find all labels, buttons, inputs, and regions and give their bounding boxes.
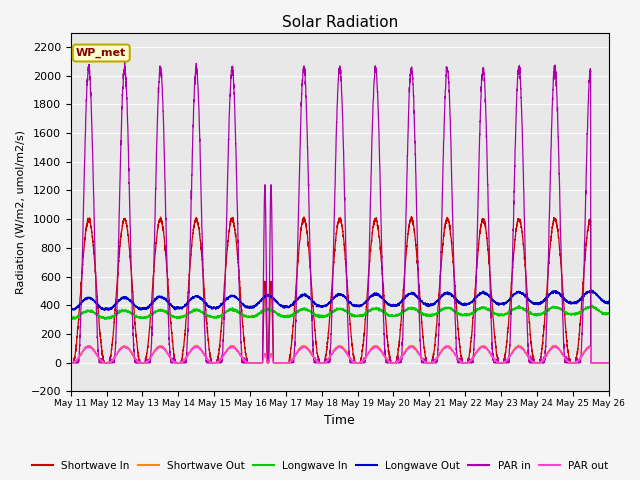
PAR out	[86, 343, 93, 348]
Line: Shortwave In: Shortwave In	[71, 216, 609, 363]
PAR out	[164, 350, 172, 356]
Longwave Out	[67, 306, 75, 312]
Line: Shortwave Out: Shortwave Out	[71, 345, 609, 363]
Longwave In	[164, 309, 172, 315]
Shortwave In	[408, 214, 415, 219]
Longwave Out	[460, 301, 468, 307]
PAR out	[605, 360, 612, 366]
PAR in	[67, 360, 75, 366]
Longwave In	[605, 310, 612, 315]
Shortwave Out	[515, 342, 522, 348]
PAR in	[460, 360, 468, 366]
Shortwave In	[604, 360, 612, 366]
Text: WP_met: WP_met	[76, 48, 127, 58]
PAR out	[460, 360, 468, 366]
Shortwave Out	[605, 360, 612, 366]
PAR out	[431, 359, 438, 364]
Longwave In	[320, 314, 328, 320]
Longwave Out	[164, 299, 172, 304]
PAR out	[491, 357, 499, 362]
PAR in	[431, 360, 438, 366]
Longwave In	[604, 310, 612, 316]
PAR out	[320, 360, 328, 366]
PAR in	[605, 360, 612, 366]
Title: Solar Radiation: Solar Radiation	[282, 15, 398, 30]
Shortwave In	[605, 360, 612, 366]
Shortwave In	[67, 360, 75, 366]
Longwave Out	[604, 301, 612, 307]
Shortwave Out	[67, 360, 75, 366]
Longwave Out	[605, 298, 612, 304]
Longwave Out	[491, 299, 499, 305]
PAR in	[604, 360, 612, 366]
PAR out	[604, 360, 612, 366]
Shortwave Out	[431, 359, 438, 364]
Longwave In	[588, 302, 596, 308]
PAR in	[491, 359, 499, 365]
Longwave Out	[588, 287, 595, 293]
Longwave In	[431, 312, 438, 318]
Shortwave In	[319, 360, 327, 366]
Shortwave Out	[164, 350, 172, 356]
Line: PAR in: PAR in	[71, 62, 609, 363]
Y-axis label: Radiation (W/m2, umol/m2/s): Radiation (W/m2, umol/m2/s)	[15, 130, 25, 294]
Shortwave Out	[319, 360, 327, 366]
Longwave Out	[431, 301, 438, 307]
Shortwave Out	[604, 360, 612, 366]
PAR in	[164, 287, 172, 292]
PAR out	[67, 360, 75, 366]
Shortwave In	[491, 335, 499, 341]
X-axis label: Time: Time	[324, 414, 355, 427]
Longwave Out	[320, 303, 328, 309]
Line: Longwave Out: Longwave Out	[71, 290, 609, 311]
Longwave In	[460, 312, 468, 317]
Shortwave In	[431, 347, 438, 352]
Shortwave Out	[460, 360, 468, 366]
Longwave In	[67, 315, 75, 321]
Legend: Shortwave In, Shortwave Out, Longwave In, Longwave Out, PAR in, PAR out: Shortwave In, Shortwave Out, Longwave In…	[28, 456, 612, 475]
Longwave In	[102, 316, 110, 322]
Line: Longwave In: Longwave In	[71, 305, 609, 319]
Longwave Out	[101, 308, 109, 313]
Shortwave Out	[491, 356, 499, 361]
Shortwave In	[164, 273, 172, 279]
PAR in	[320, 360, 328, 366]
Shortwave In	[460, 360, 468, 366]
Line: PAR out: PAR out	[71, 346, 609, 363]
PAR in	[121, 60, 129, 65]
Longwave In	[491, 312, 499, 317]
